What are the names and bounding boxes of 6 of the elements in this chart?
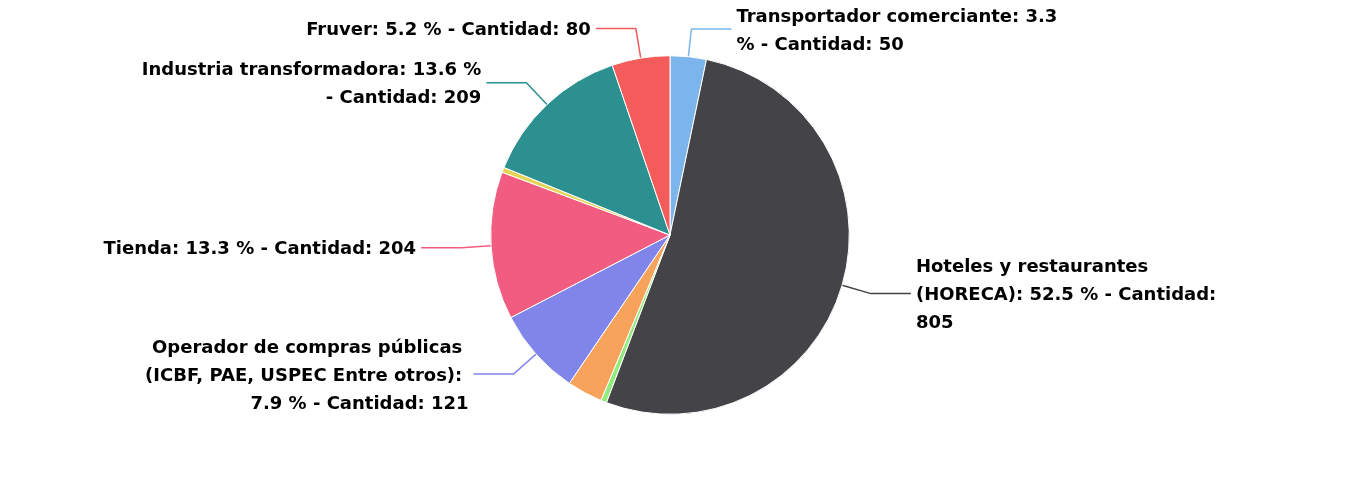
slice-label: Transportador comerciante: 3.3 % - Cantidad: 50 — [736, 4, 1064, 54]
slice-label: Industria transformadora: 13.6 % - Cantidad: 209 — [141, 58, 482, 108]
slice-label: Hoteles y restaurantes (HORECA): 52.5 % - Cantidad: 805 — [915, 255, 1223, 333]
slice-label: Operador de compras públicas (ICBF, PAE, USPEC Entre otros): 7.9 % - Cantidad: 121 — [145, 335, 469, 413]
slice-label: Tienda: 13.3 % - Cantidad: 204 — [103, 237, 417, 259]
slice-label: Fruver: 5.2 % - Cantidad: 80 — [306, 18, 591, 40]
